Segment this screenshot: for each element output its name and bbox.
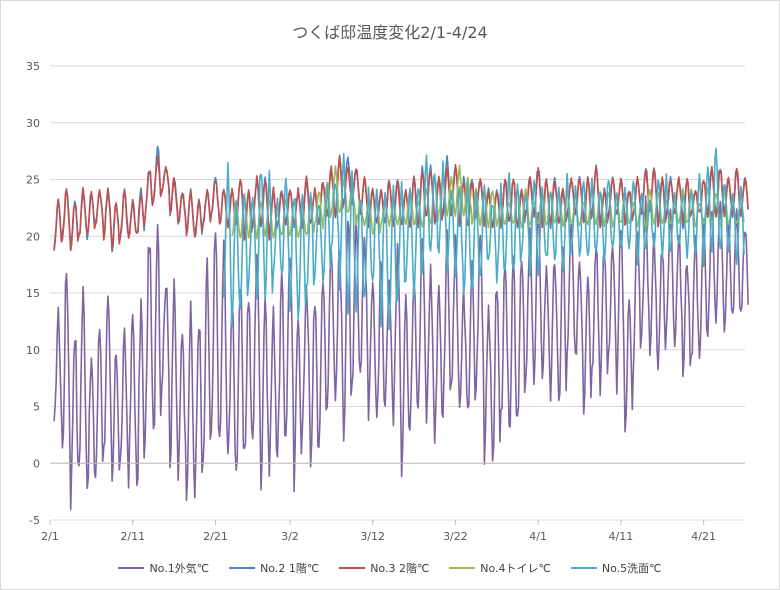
y-tick-label: 0	[33, 457, 40, 470]
x-tick-label: 3/2	[281, 530, 299, 543]
legend-swatch	[339, 567, 366, 569]
series-lines	[53, 145, 749, 511]
y-tick-label: 35	[26, 60, 40, 73]
legend-item: No.1外気℃	[118, 560, 209, 576]
legend-swatch	[570, 567, 597, 569]
legend-item: No.5洗面℃	[570, 560, 662, 576]
series-line	[53, 154, 749, 251]
legend-item: No.3 2階℃	[339, 560, 429, 576]
y-tick-label: 20	[26, 230, 40, 243]
x-tick-label: 4/1	[529, 530, 547, 543]
x-tick-label: 2/1	[41, 530, 59, 543]
x-tick-label: 4/11	[609, 530, 634, 543]
y-tick-label: 30	[26, 117, 40, 130]
series-line	[53, 195, 749, 511]
series-line	[223, 147, 745, 331]
x-tick-label: 2/21	[203, 530, 228, 543]
series-line	[231, 164, 745, 240]
legend-label: No.5洗面℃	[601, 562, 662, 575]
chart-title: つくば邸温度変化2/1-4/24	[292, 23, 487, 42]
legend-item: No.2 1階℃	[229, 560, 319, 576]
legend: No.1外気℃ No.2 1階℃ No.3 2階℃ No.4トイレ℃ No.5洗面℃	[0, 560, 780, 576]
legend-label: No.2 1階℃	[260, 562, 320, 575]
legend-swatch	[118, 567, 145, 569]
y-tick-label: 5	[33, 401, 40, 414]
y-tick-label: 15	[26, 287, 40, 300]
y-tick-label: -5	[29, 514, 40, 527]
y-tick-label: 10	[26, 344, 40, 357]
axes: -5 0 5 10 15 20 25 30 35 2/1 2/11 2/21 3/2 3/12 3/22 4/…	[26, 60, 745, 543]
legend-item: No.4トイレ℃	[449, 560, 551, 576]
y-tick-label: 25	[26, 174, 40, 187]
legend-label: No.1外気℃	[149, 562, 210, 575]
x-tick-label: 2/11	[120, 530, 145, 543]
x-tick-label: 4/21	[691, 530, 716, 543]
legend-label: No.4トイレ℃	[480, 562, 551, 575]
x-tick-label: 3/12	[360, 530, 385, 543]
legend-label: No.3 2階℃	[370, 562, 430, 575]
legend-swatch	[229, 567, 256, 569]
legend-swatch	[449, 567, 476, 569]
x-tick-label: 3/22	[443, 530, 468, 543]
